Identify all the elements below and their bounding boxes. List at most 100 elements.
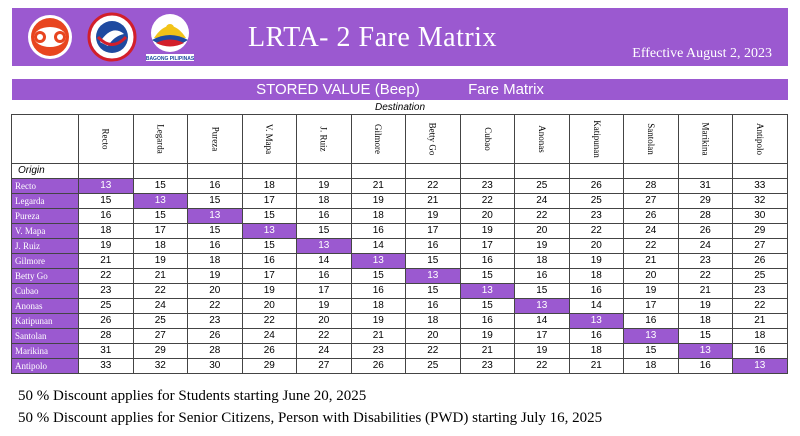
fare-cell: 16 [241,253,297,269]
fare-cell: 22 [623,238,679,254]
fare-row: Recto 13 15 16 18 19 21 22 23 25 26 28 31 33 [11,178,788,194]
fare-cell: 19 [132,253,188,269]
fare-cell: 13 [623,328,679,344]
fare-cell: 21 [350,178,406,194]
fare-cell: 15 [459,298,515,314]
fare-cell: 15 [405,253,461,269]
header-banner: BAGONG PILIPINAS LRTA- 2 Fare Matrix Eff… [12,8,788,66]
fare-cell: 15 [132,178,188,194]
fare-cell: 19 [78,238,134,254]
bagong-pilipinas-icon: BAGONG PILIPINAS [146,14,195,62]
destination-station-label: Pureza [209,126,220,151]
fare-cell: 21 [405,193,461,209]
empty-cell [350,163,406,179]
fare-cell: 26 [568,178,624,194]
destination-header-cell: Gilmore [350,114,406,164]
fare-cell: 13 [132,193,188,209]
empty-cell [296,163,352,179]
fare-cell: 20 [241,298,297,314]
destination-station-label: Santolan [645,122,656,155]
fare-cell: 21 [132,268,188,284]
fare-cell: 17 [514,328,570,344]
fare-cell: 28 [623,178,679,194]
fare-cell: 16 [350,223,406,239]
fare-cell: 24 [677,238,733,254]
fare-cell: 25 [514,178,570,194]
fare-cell: 16 [296,208,352,224]
fare-cell: 22 [187,298,243,314]
fare-cell: 15 [132,208,188,224]
fare-cell: 20 [623,268,679,284]
destination-header-cell: Katipunan [568,114,624,164]
fare-cell: 19 [623,283,679,299]
fare-cell: 28 [78,328,134,344]
fare-cell: 26 [732,253,788,269]
fare-cell: 27 [296,358,352,374]
fare-cell: 29 [241,358,297,374]
origin-label-row: Origin [11,163,788,179]
fare-cell: 13 [78,178,134,194]
fare-cell: 18 [350,208,406,224]
fare-cell: 13 [405,268,461,284]
fare-cell: 19 [350,313,406,329]
destination-header-cell: Cubao [459,114,515,164]
empty-cell [78,163,134,179]
fare-row: Legarda 15 13 15 17 18 19 21 22 24 25 27 29 32 [11,193,788,209]
fare-cell: 15 [78,193,134,209]
fare-cell: 26 [187,328,243,344]
fare-row: Betty Go 22 21 19 17 16 15 13 15 16 18 20 22 25 [11,268,788,284]
destination-header-cell: Antipolo [732,114,788,164]
fare-row: V. Mapa 18 17 15 13 15 16 17 19 20 22 24 26 29 [11,223,788,239]
fare-cell: 19 [514,238,570,254]
fare-cell: 16 [78,208,134,224]
fare-cell: 18 [187,253,243,269]
fare-cell: 31 [677,178,733,194]
fare-cell: 24 [623,223,679,239]
fare-cell: 18 [732,328,788,344]
destination-header-cell: Legarda [132,114,188,164]
fare-cell: 15 [405,283,461,299]
destination-station-label: Gilmore [373,123,384,154]
fare-cell: 19 [296,178,352,194]
destination-header-cell: Marikina [677,114,733,164]
destination-header-cell: J. Ruiz [296,114,352,164]
fare-cell: 25 [568,193,624,209]
fare-cell: 27 [623,193,679,209]
fare-cell: 15 [459,268,515,284]
fare-cell: 14 [350,238,406,254]
fare-cell: 17 [405,223,461,239]
fare-cell: 30 [187,358,243,374]
fare-cell: 16 [514,268,570,284]
fare-cell: 19 [187,268,243,284]
fare-cell: 26 [78,313,134,329]
fare-cell: 16 [187,178,243,194]
fare-cell: 16 [405,298,461,314]
fare-cell: 22 [405,343,461,359]
fare-cell: 15 [514,283,570,299]
corner-cell [11,114,79,164]
fare-cell: 23 [732,283,788,299]
fare-cell: 27 [132,328,188,344]
fare-cell: 26 [350,358,406,374]
fare-cell: 16 [568,283,624,299]
fare-cell: 13 [459,283,515,299]
origin-label: Origin [11,163,79,179]
fare-cell: 23 [350,343,406,359]
fare-cell: 18 [132,238,188,254]
senior-pwd-discount-note: 50 % Discount applies for Senior Citizen… [18,410,603,426]
fare-cell: 17 [241,268,297,284]
dotr-seal-icon [87,12,137,62]
fare-cell: 21 [677,283,733,299]
fare-cell: 21 [78,253,134,269]
fare-cell: 24 [241,328,297,344]
fare-cell: 13 [350,253,406,269]
fare-cell: 24 [514,193,570,209]
origin-station-label: Katipunan [11,313,79,329]
fare-cell: 22 [677,268,733,284]
fare-matrix-label: Fare Matrix [468,81,544,98]
fare-cell: 19 [568,253,624,269]
page-title: LRTA- 2 Fare Matrix [248,22,497,53]
fare-cell: 21 [623,253,679,269]
destination-station-label: Betty Go [427,122,438,155]
fare-cell: 26 [677,223,733,239]
